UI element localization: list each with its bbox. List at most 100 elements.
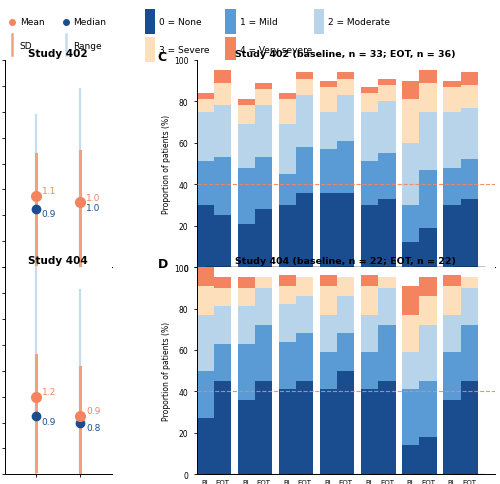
Text: 6. Physical
fatigue: 6. Physical fatigue xyxy=(402,276,438,289)
Bar xyxy=(238,106,255,125)
Text: 4. Muscle
spasms: 4. Muscle spasms xyxy=(322,276,353,289)
Text: 2.
Tingling: 2. Tingling xyxy=(242,483,268,484)
Bar xyxy=(320,150,337,193)
Text: 6. Physical
fatigue: 6. Physical fatigue xyxy=(402,483,438,484)
Text: 2.
Tingling: 2. Tingling xyxy=(242,276,268,289)
Bar xyxy=(361,352,378,390)
Title: Study 404: Study 404 xyxy=(28,256,88,265)
Bar xyxy=(420,381,436,437)
Bar xyxy=(337,297,354,334)
Bar xyxy=(238,224,255,268)
Bar xyxy=(296,148,314,193)
Bar xyxy=(196,100,214,112)
Text: 4 = Very severe: 4 = Very severe xyxy=(240,46,312,55)
Text: 3.
Numbness: 3. Numbness xyxy=(278,483,314,484)
Bar xyxy=(361,276,378,286)
Bar xyxy=(320,81,337,88)
Bar xyxy=(337,193,354,268)
Text: 4. Muscle
spasms: 4. Muscle spasms xyxy=(322,483,353,484)
Text: 5.
Heaviness
in arms or legs: 5. Heaviness in arms or legs xyxy=(354,276,404,297)
Text: 0.9: 0.9 xyxy=(86,407,101,416)
Text: 0.9: 0.9 xyxy=(42,210,56,219)
Bar xyxy=(279,390,296,474)
Bar xyxy=(420,325,436,381)
Bar xyxy=(402,100,419,143)
Bar xyxy=(279,286,296,305)
Bar xyxy=(361,162,378,206)
Bar xyxy=(320,112,337,150)
Text: C: C xyxy=(158,50,167,63)
Bar xyxy=(378,199,396,268)
Bar xyxy=(196,419,214,474)
Bar xyxy=(361,315,378,352)
Bar xyxy=(337,278,354,297)
Bar xyxy=(402,390,419,445)
Text: D: D xyxy=(158,257,168,270)
Bar xyxy=(361,286,378,315)
Bar xyxy=(444,276,460,286)
Bar xyxy=(402,81,419,100)
Bar xyxy=(214,216,231,268)
Bar xyxy=(337,141,354,193)
Bar xyxy=(402,286,419,315)
Bar xyxy=(378,288,396,325)
Bar xyxy=(402,143,419,206)
Bar xyxy=(196,162,214,206)
Bar xyxy=(296,96,314,148)
Bar xyxy=(378,86,396,102)
Text: 1 = Mild: 1 = Mild xyxy=(240,18,278,27)
Bar xyxy=(460,108,478,160)
Bar xyxy=(320,276,337,286)
Text: 1. Muscle
crampsᵃ: 1. Muscle crampsᵃ xyxy=(198,276,230,289)
Bar xyxy=(420,71,436,84)
Bar xyxy=(320,286,337,315)
Bar xyxy=(255,106,272,158)
Bar xyxy=(378,325,396,381)
Bar xyxy=(296,193,314,268)
Bar xyxy=(226,38,236,63)
Bar xyxy=(444,112,460,168)
Bar xyxy=(214,71,231,84)
Bar xyxy=(214,278,231,288)
Bar xyxy=(460,73,478,86)
Bar xyxy=(378,154,396,199)
Bar xyxy=(402,243,419,268)
Text: 1.0: 1.0 xyxy=(86,204,101,212)
Text: 0 = None: 0 = None xyxy=(160,18,202,27)
Bar xyxy=(279,100,296,125)
X-axis label: HypoPT-SD item: HypoPT-SD item xyxy=(315,315,376,323)
Bar xyxy=(279,305,296,342)
Bar xyxy=(238,400,255,474)
Bar xyxy=(279,125,296,175)
Bar xyxy=(320,193,337,268)
Bar xyxy=(444,206,460,268)
Bar xyxy=(378,102,396,154)
Bar xyxy=(460,86,478,108)
Bar xyxy=(296,334,314,381)
Bar xyxy=(226,10,236,35)
Bar xyxy=(460,160,478,199)
Bar xyxy=(337,371,354,474)
Bar xyxy=(402,315,419,352)
Bar xyxy=(238,168,255,224)
Bar xyxy=(214,84,231,106)
Bar xyxy=(214,381,231,474)
Bar xyxy=(444,81,460,88)
Bar xyxy=(196,206,214,268)
Text: 0.8: 0.8 xyxy=(86,424,101,432)
Bar xyxy=(296,73,314,79)
Bar xyxy=(361,88,378,94)
Bar xyxy=(420,112,436,170)
Text: 7.
Confusion: 7. Confusion xyxy=(444,483,477,484)
Bar xyxy=(196,315,214,371)
Bar xyxy=(444,286,460,315)
Text: Mean: Mean xyxy=(20,18,44,27)
Bar xyxy=(196,112,214,162)
Bar xyxy=(296,381,314,474)
Bar xyxy=(337,73,354,79)
Bar xyxy=(279,342,296,390)
Bar xyxy=(214,158,231,216)
Bar xyxy=(238,288,255,307)
Bar xyxy=(361,206,378,268)
Text: SD: SD xyxy=(20,42,32,51)
